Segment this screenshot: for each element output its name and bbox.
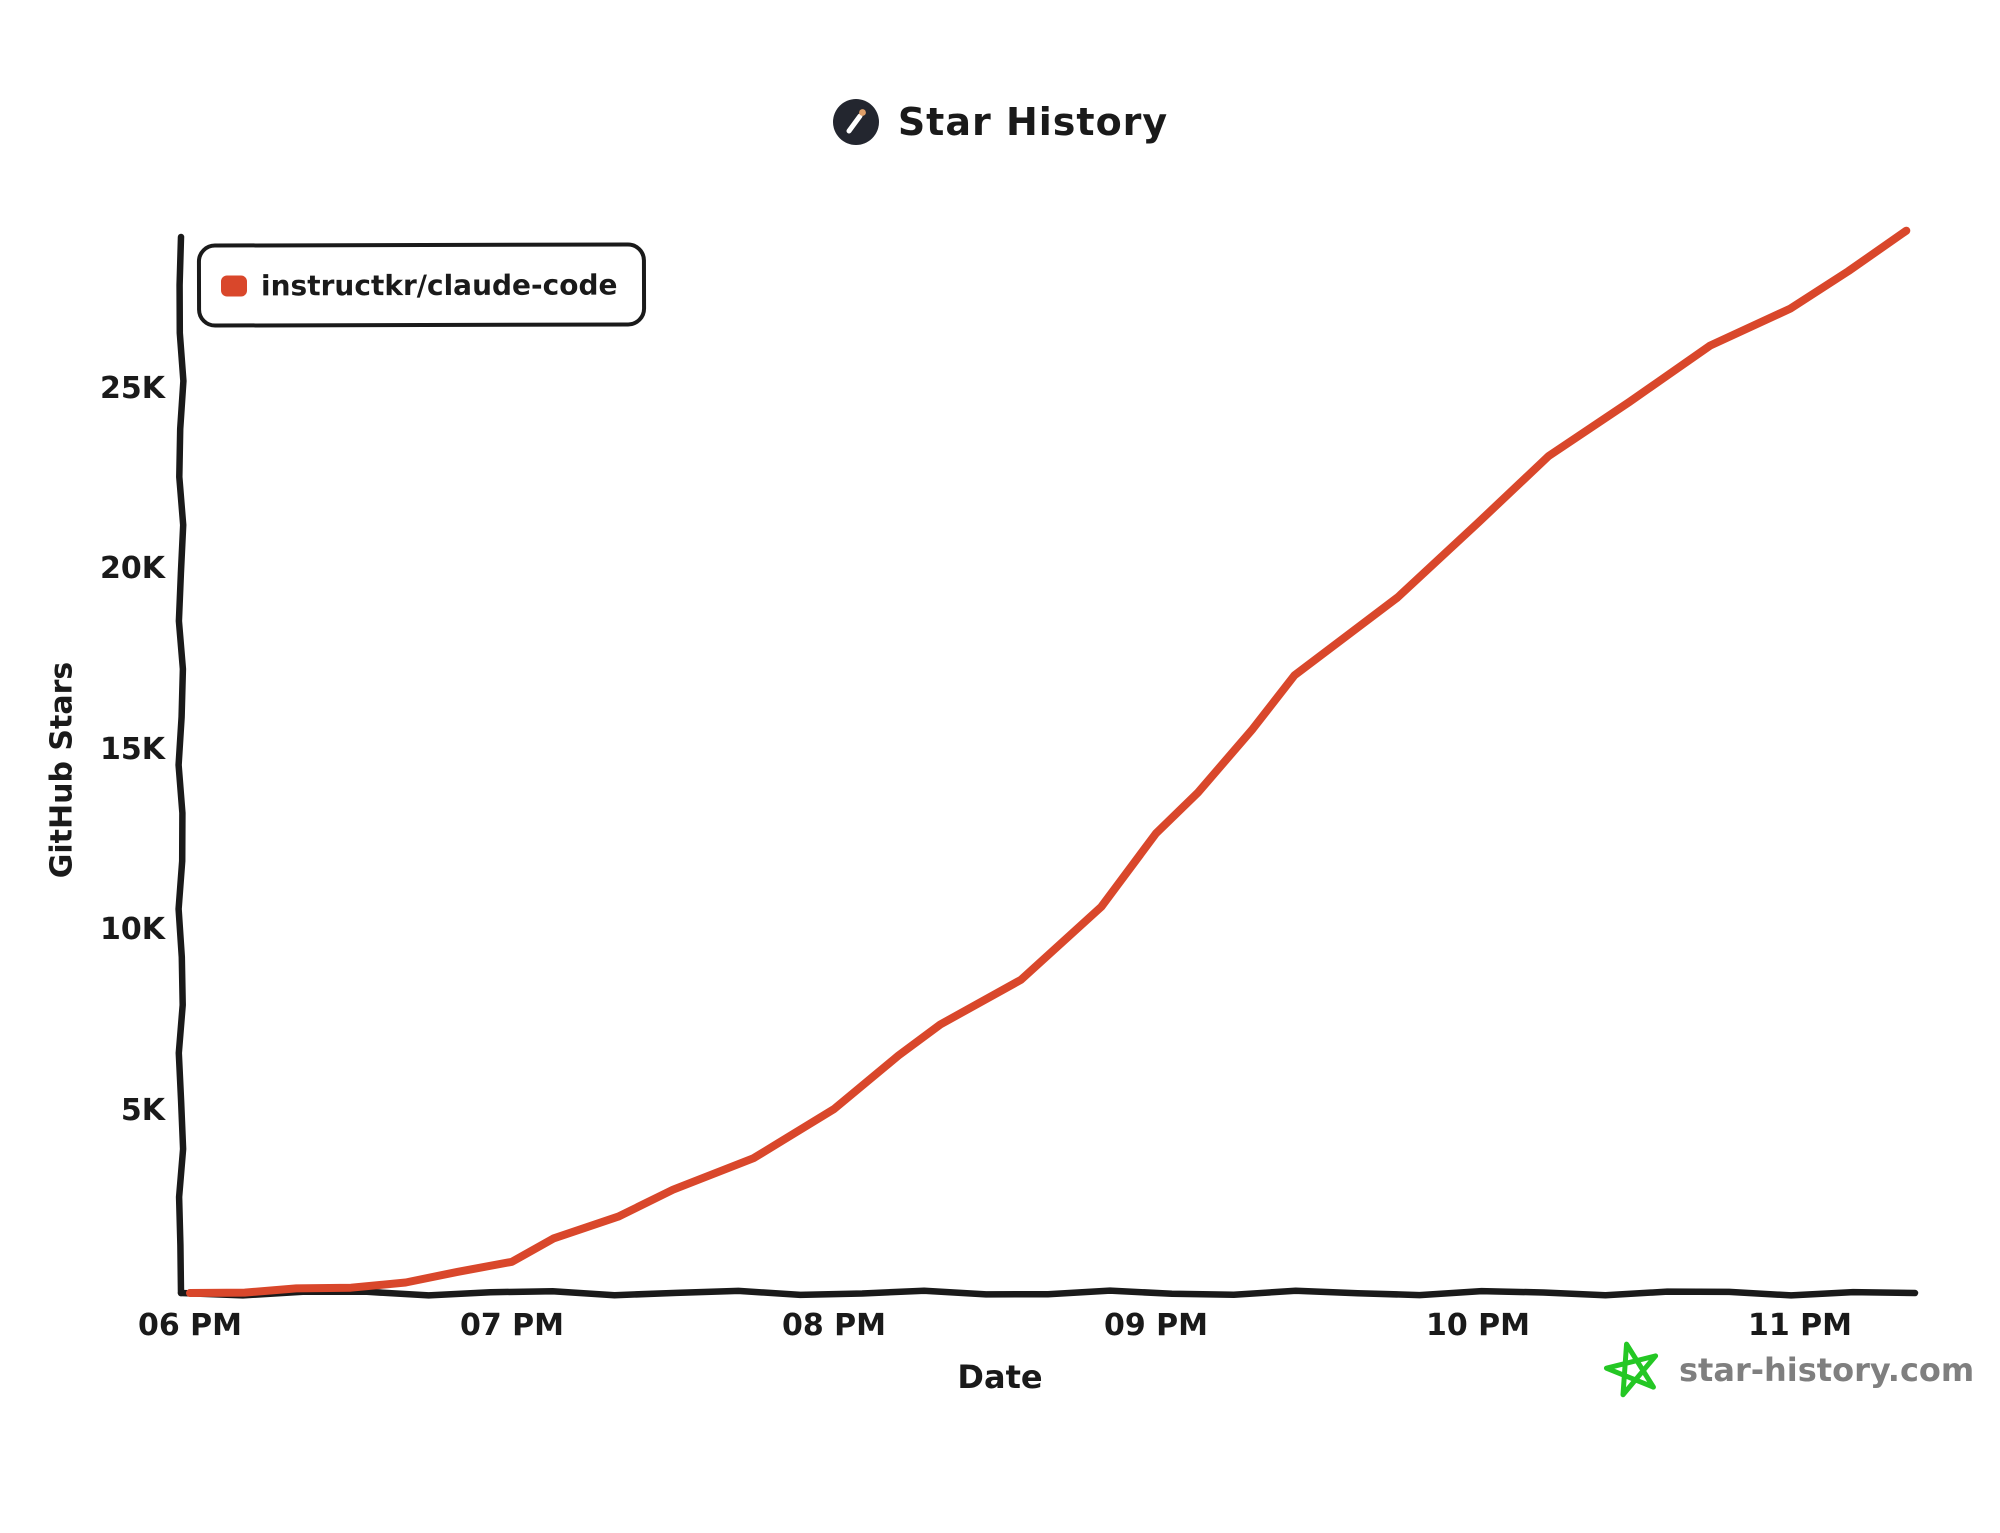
x-tick-label-07-PM: 07 PM: [459, 1308, 565, 1343]
x-axis-title: Date: [957, 1358, 1043, 1396]
y-axis-title: GitHub Stars: [44, 661, 80, 879]
x-tick-label-08-PM: 08 PM: [781, 1308, 887, 1343]
x-tick-label-10-PM: 10 PM: [1425, 1308, 1531, 1343]
x-tick-label-06-PM: 06 PM: [137, 1308, 243, 1343]
y-tick-label-5K: 5K: [120, 1092, 165, 1128]
watermark-site-label: star-history.com: [1679, 1351, 1975, 1389]
legend-series-marker: [220, 274, 248, 297]
x-tick-label-11-PM: 11 PM: [1747, 1308, 1853, 1343]
y-tick-label-15K: 15K: [100, 731, 165, 767]
star-history-logo-icon: [832, 99, 879, 145]
y-axis-line: [175, 233, 187, 1297]
x-axis-line: [177, 1287, 1919, 1299]
y-tick-label-25K: 25K: [100, 370, 165, 406]
legend-series-label: instructkr/claude-code: [260, 267, 618, 302]
watermark: star-history.com: [1603, 1340, 1974, 1400]
chart-header: Star History: [0, 98, 2000, 146]
star-doodle-icon: [1603, 1341, 1659, 1398]
legend-item[interactable]: instructkr/claude-code: [196, 242, 646, 328]
y-tick-label-20K: 20K: [100, 551, 165, 586]
series-line-instructkr-claude-code: [186, 226, 1911, 1297]
x-tick-label-09-PM: 09 PM: [1103, 1308, 1209, 1343]
y-tick-label-10K: 10K: [100, 912, 165, 947]
chart-title: Star History: [897, 100, 1169, 144]
